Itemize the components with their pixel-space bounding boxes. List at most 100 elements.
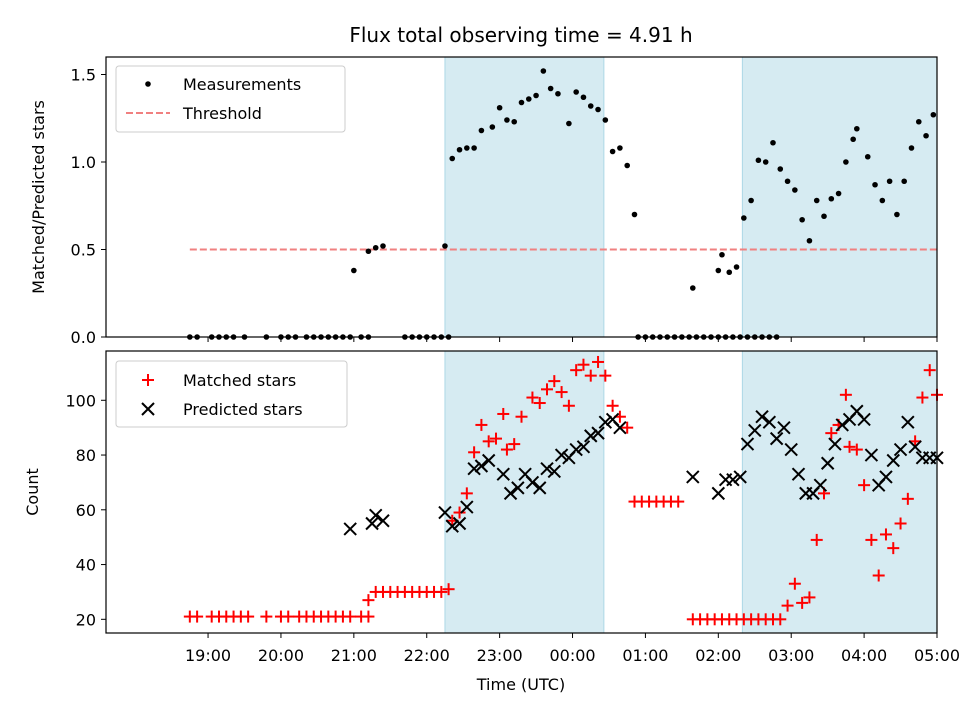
predicted-star-marker	[474, 459, 489, 473]
predicted-star-marker	[901, 415, 915, 429]
bottom-legend: Matched stars Predicted stars	[115, 360, 348, 428]
measurement-point	[886, 178, 893, 185]
predicted-star-marker	[547, 464, 562, 479]
measurement-point	[351, 267, 357, 274]
measurement-point	[540, 68, 547, 74]
predicted-star-marker	[460, 500, 474, 514]
matched-star-marker	[803, 591, 816, 604]
bottom-observing-window-2	[741, 350, 938, 634]
matched-star-marker	[541, 383, 554, 396]
bottom-y-axis-label: Count	[23, 468, 42, 516]
measurement-point	[478, 127, 485, 134]
measurement-point	[617, 145, 623, 151]
predicted-star-marker	[828, 437, 842, 451]
measurement-point	[748, 197, 754, 204]
matched-star-marker	[621, 421, 634, 434]
bottom-panel: 19:00 20:00 21:00 22:00 23:00 00:00 01:00 02:00…	[23, 350, 960, 694]
matched-star-marker	[489, 432, 502, 445]
top-legend-box	[115, 65, 346, 133]
matched-star-marker	[242, 610, 255, 623]
matched-star-marker	[592, 355, 605, 368]
top-y-tick-label: 0.0	[71, 328, 96, 347]
bottom-y-tick-label: 60	[76, 501, 96, 520]
measurement-point	[555, 90, 561, 97]
measurement-point	[547, 85, 554, 92]
predicted-star-marker	[908, 440, 922, 454]
predicted-star-marker	[496, 467, 510, 481]
x-tick-label: 03:00	[768, 646, 814, 665]
top-legend: Measurements Threshold	[115, 65, 346, 133]
predicted-star-marker	[791, 467, 806, 481]
chart-title: Flux total observing time = 4.91 h	[349, 23, 692, 47]
measurement-point	[580, 94, 587, 101]
x-tick-label: 00:00	[549, 646, 595, 665]
predicted-star-marker	[584, 429, 598, 443]
measurement-point	[930, 111, 937, 118]
matched-star-marker	[515, 410, 528, 423]
matched-star-marker	[435, 585, 448, 598]
predicted-star-marker	[711, 486, 726, 501]
matched-star-marker	[894, 517, 907, 530]
measurement-point	[471, 145, 477, 151]
predicted-star-marker	[748, 423, 762, 438]
measurement-point	[821, 213, 827, 220]
matched-star-marker	[796, 596, 809, 609]
predicted-star-marker	[857, 412, 871, 427]
legend-measurements-marker	[145, 81, 151, 87]
matched-star-marker	[562, 399, 575, 412]
predicted-star-marker	[820, 456, 835, 470]
matched-star-marker	[584, 369, 597, 382]
matched-star-marker	[872, 569, 885, 582]
predicted-star-marker	[511, 481, 525, 495]
predicted-star-marker	[686, 470, 700, 484]
measurement-point	[365, 248, 372, 255]
predicted-star-marker	[835, 418, 849, 432]
predicted-star-marker	[525, 475, 540, 490]
measurement-point	[872, 181, 878, 188]
top-plot-frame	[105, 56, 938, 338]
bottom-y-tick-label: 40	[76, 556, 96, 575]
matched-star-marker	[442, 583, 455, 596]
matched-star-marker	[774, 613, 787, 626]
matched-star-marker	[500, 443, 513, 456]
predicted-star-marker	[784, 442, 798, 457]
matched-star-marker	[879, 528, 892, 541]
measurement-point	[573, 89, 579, 95]
x-tick-label: 01:00	[622, 646, 668, 665]
matched-star-marker	[362, 610, 375, 623]
measurement-point	[879, 197, 886, 204]
measurement-point	[843, 159, 849, 165]
measurement-point	[813, 197, 820, 204]
predicted-star-marker	[613, 420, 627, 435]
measurement-point	[518, 99, 525, 106]
measurement-point	[489, 124, 496, 130]
x-tick-label: 21:00	[331, 646, 377, 665]
predicted-star-marker	[591, 426, 605, 440]
matched-star-marker	[788, 577, 801, 590]
measurement-point	[602, 117, 609, 123]
predicted-star-marker	[576, 440, 591, 454]
predicted-star-marker	[467, 462, 481, 476]
measurement-point	[456, 146, 463, 153]
legend-matched-marker	[142, 374, 154, 386]
predicted-star-marker	[762, 415, 777, 429]
bottom-legend-box	[115, 360, 348, 428]
legend-predicted-label: Predicted stars	[183, 400, 303, 419]
x-tick-label: 20:00	[258, 646, 304, 665]
bottom-observing-window-1	[444, 350, 605, 634]
predicted-star-marker	[886, 453, 900, 468]
measurement-point	[442, 243, 448, 249]
matched-star-marker	[453, 506, 466, 519]
measurement-point	[762, 159, 769, 165]
predicted-star-marker	[569, 442, 583, 457]
measurement-point	[380, 243, 386, 249]
measurement-point	[464, 145, 470, 151]
measurement-point	[726, 269, 733, 276]
matched-star-marker	[548, 375, 561, 388]
x-axis-label: Time (UTC)	[476, 675, 565, 694]
matched-star-marker	[468, 446, 481, 459]
measurement-point	[525, 96, 532, 102]
matched-star-marker	[191, 610, 204, 623]
matched-star-marker	[606, 399, 619, 412]
